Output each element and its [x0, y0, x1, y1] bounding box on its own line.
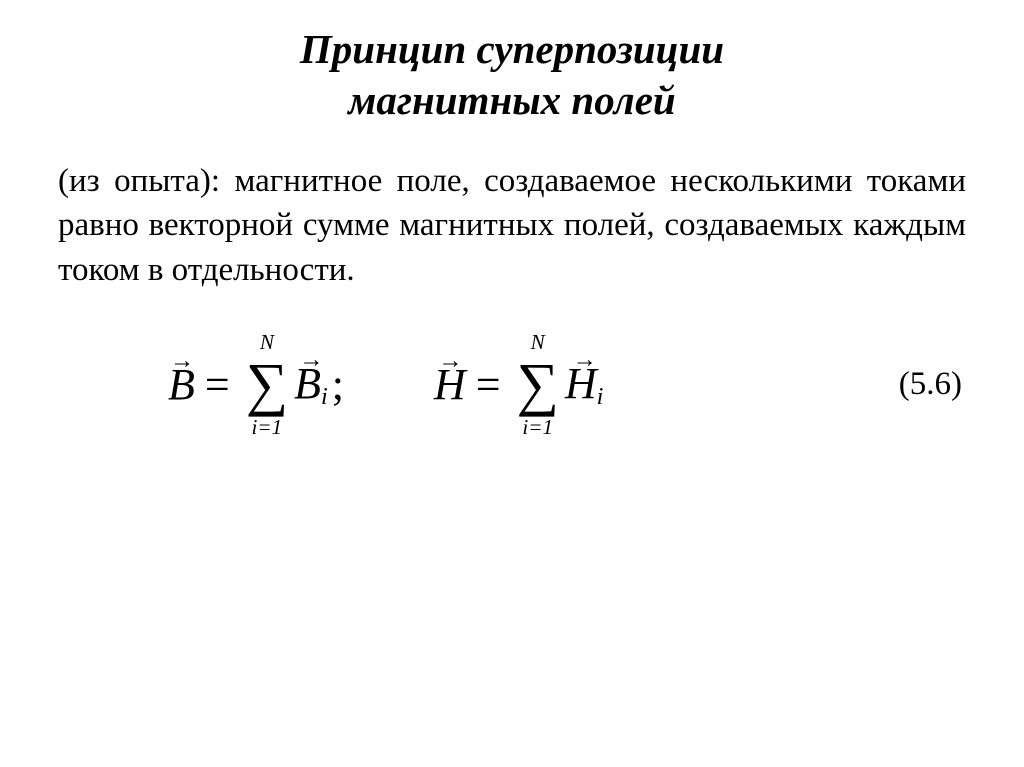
- vector-h-rhs: → Hi: [565, 358, 604, 411]
- equation-row: → B = N ∑ i=1 → Bi ; → H: [58, 332, 966, 438]
- slide-page: Принцип суперпозиции магнитных полей (из…: [0, 0, 1024, 438]
- sum-upper-limit: N: [531, 332, 545, 353]
- vector-arrow-icon: →: [294, 346, 328, 374]
- subscript-i: i: [597, 383, 604, 410]
- equation-b: → B = N ∑ i=1 → Bi ;: [168, 332, 344, 438]
- summation: N ∑ i=1: [517, 332, 559, 438]
- vector-arrow-icon: →: [168, 347, 195, 375]
- body-paragraph: (из опыта): магнитное поле, создаваемое …: [58, 159, 966, 293]
- equation-trailing: ;: [332, 359, 344, 410]
- vector-arrow-icon: →: [434, 347, 466, 375]
- summation: N ∑ i=1: [246, 332, 288, 438]
- vector-h-lhs: → H: [434, 359, 466, 410]
- sigma-icon: ∑: [246, 355, 288, 414]
- equals-sign: =: [205, 359, 230, 410]
- sum-upper-limit: N: [260, 332, 274, 353]
- title-line-1: Принцип суперпозиции: [300, 26, 724, 72]
- sum-lower-limit: i=1: [522, 417, 553, 438]
- subscript-i: i: [321, 383, 328, 410]
- equation-h: → H = N ∑ i=1 → Hi: [434, 332, 607, 438]
- equations-group: → B = N ∑ i=1 → Bi ; → H: [168, 332, 607, 438]
- sigma-icon: ∑: [517, 355, 559, 414]
- title-line-2: магнитных полей: [348, 77, 675, 123]
- vector-b-rhs: → Bi: [294, 358, 328, 411]
- sum-lower-limit: i=1: [252, 417, 283, 438]
- slide-title: Принцип суперпозиции магнитных полей: [58, 24, 966, 127]
- equation-number: (5.6): [899, 366, 966, 403]
- vector-b-lhs: → B: [168, 359, 195, 410]
- equals-sign: =: [476, 359, 501, 410]
- vector-arrow-icon: →: [565, 346, 604, 374]
